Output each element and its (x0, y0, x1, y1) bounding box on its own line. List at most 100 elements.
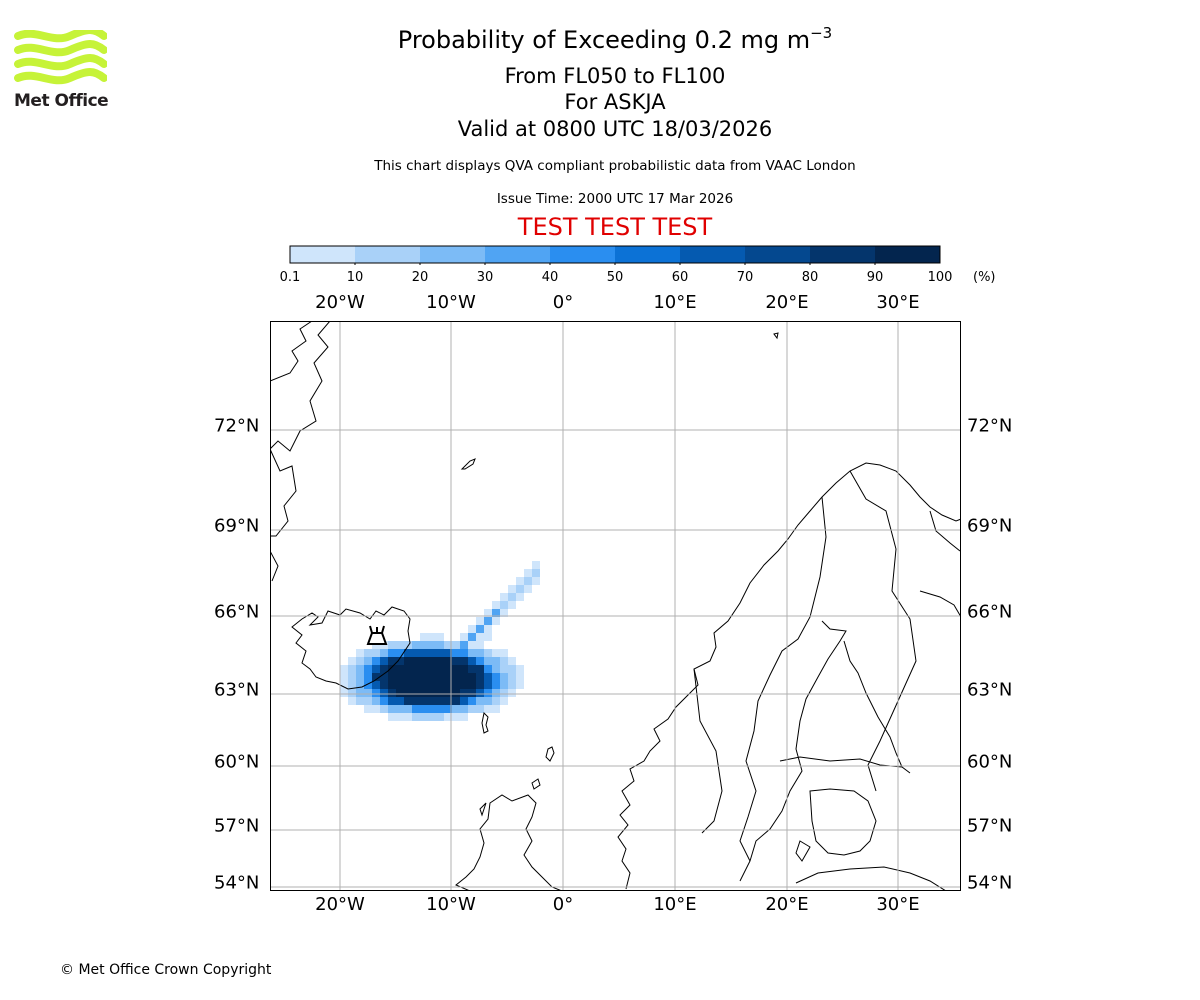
colorbar-swatch (615, 246, 680, 263)
plume-cell (404, 713, 412, 721)
valid-time: Valid at 0800 UTC 18/03/2026 (457, 117, 773, 141)
plume-cell (420, 713, 428, 721)
plume-cell (484, 633, 492, 641)
plume-cell (476, 657, 484, 665)
plume-cell (420, 665, 428, 673)
plume-cell (380, 705, 388, 713)
longitude-label: 10°E (653, 894, 697, 915)
plume-cell (508, 593, 516, 601)
plume-cell (348, 665, 356, 673)
plume-cell (500, 609, 508, 617)
plume-cell (388, 673, 396, 681)
plume-cell (428, 657, 436, 665)
plume-cell (468, 649, 476, 657)
plume-cell (388, 665, 396, 673)
plume-cell (436, 665, 444, 673)
plume-cell (340, 681, 348, 689)
colorbar-swatch (290, 246, 355, 263)
plume-cell (356, 665, 364, 673)
plume-cell (484, 657, 492, 665)
longitude-label: 10°W (426, 894, 476, 915)
chart-title: Probability of Exceeding 0.2 mg m−3 (397, 24, 833, 54)
logo-text: Met Office (14, 91, 109, 111)
plume-cell (524, 569, 532, 577)
plume-cell (348, 697, 356, 705)
plume-cell (364, 689, 372, 697)
plume-cell (404, 641, 412, 649)
plume-cell (428, 681, 436, 689)
colorbar-swatch (485, 246, 550, 263)
colorbar-tick-label: 60 (671, 270, 689, 285)
plume-cell (388, 713, 396, 721)
plume-cell (476, 633, 484, 641)
plume-cell (380, 649, 388, 657)
plume-cell (436, 697, 444, 705)
colorbar-swatch (550, 246, 615, 263)
plume-cell (500, 681, 508, 689)
plume-cell (404, 681, 412, 689)
plume-cell (476, 649, 484, 657)
plume-cell (508, 673, 516, 681)
longitude-label: 0° (552, 894, 574, 915)
colorbar-tick-label: 100 (927, 270, 953, 285)
plume-cell (436, 633, 444, 641)
latitude-label: 54°N (214, 872, 260, 894)
plume-cell (356, 649, 364, 657)
plume-cell (356, 681, 364, 689)
colorbar-swatch (680, 246, 745, 263)
plume-cell (396, 713, 404, 721)
latitude-label: 57°N (214, 815, 260, 837)
plume-cell (348, 689, 356, 697)
plume-cell (468, 681, 476, 689)
colorbar-tick-label: 0.1 (279, 270, 301, 285)
logo-wave (14, 54, 107, 71)
plume-cell (492, 673, 500, 681)
plume-cell (372, 673, 380, 681)
plume-cell (468, 689, 476, 697)
plume-cell (412, 689, 420, 697)
plume-cell (468, 641, 476, 649)
latitude-label: 60°N (967, 751, 1013, 773)
plume-cell (412, 681, 420, 689)
plume-cell (460, 697, 468, 705)
longitude-label: 20°W (315, 292, 365, 313)
plume-cell (508, 657, 516, 665)
plume-cell (420, 673, 428, 681)
plume-cell (452, 649, 460, 657)
colorbar-swatch (810, 246, 875, 263)
plume-cell (380, 689, 388, 697)
plume-cell (484, 673, 492, 681)
plume-cell (412, 665, 420, 673)
plume-cell (444, 641, 452, 649)
plume-cell (484, 705, 492, 713)
plume-cell (428, 641, 436, 649)
plume-cell (412, 673, 420, 681)
plume-cell (452, 713, 460, 721)
plume-cell (420, 641, 428, 649)
plume-cell (396, 705, 404, 713)
plume-cell (516, 593, 524, 601)
plume-cell (452, 641, 460, 649)
colorbar-unit: (%) (973, 270, 996, 285)
plume-cell (476, 665, 484, 673)
plume-cell (436, 689, 444, 697)
plume-cell (404, 697, 412, 705)
plume-cell (340, 665, 348, 673)
plume-cell (364, 657, 372, 665)
plume-cell (444, 665, 452, 673)
colorbar-tick-label: 20 (411, 270, 429, 285)
plume-cell (444, 657, 452, 665)
plume-cell (492, 689, 500, 697)
plume-cell (396, 689, 404, 697)
plume-cell (476, 641, 484, 649)
plume-cell (404, 665, 412, 673)
plume-cell (508, 681, 516, 689)
plume-cell (396, 673, 404, 681)
plume-cell (420, 689, 428, 697)
plume-cell (372, 705, 380, 713)
plume-cell (380, 673, 388, 681)
plume-cell (428, 697, 436, 705)
plume-cell (356, 697, 364, 705)
latitude-label: 63°N (214, 679, 260, 701)
latitude-label: 57°N (967, 815, 1013, 837)
